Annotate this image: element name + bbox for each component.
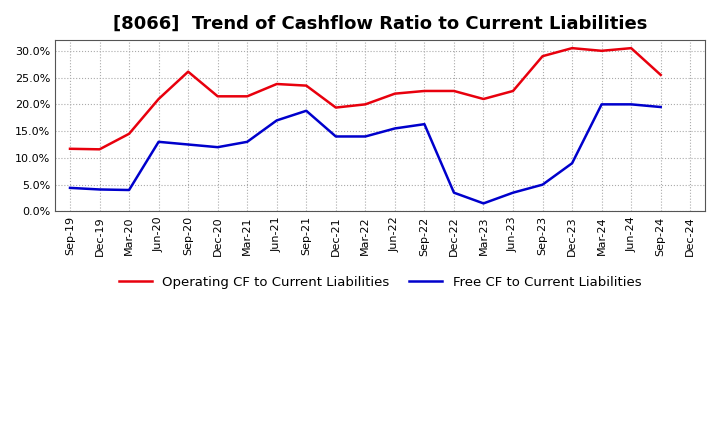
Free CF to Current Liabilities [95,187,104,192]
Free CF to Current Liabilities [598,102,606,107]
Free CF to Current Liabilities [154,139,163,144]
Free CF to Current Liabilities [361,134,369,139]
Operating CF to Current Liabilities [66,146,74,151]
Operating CF to Current Liabilities [480,96,488,102]
Operating CF to Current Liabilities [125,131,133,136]
Operating CF to Current Liabilities [361,102,369,107]
Free CF to Current Liabilities [125,187,133,193]
Free CF to Current Liabilities [568,161,577,166]
Operating CF to Current Liabilities [331,105,340,110]
Free CF to Current Liabilities [302,108,310,114]
Free CF to Current Liabilities [272,118,281,123]
Free CF to Current Liabilities [331,134,340,139]
Operating CF to Current Liabilities [420,88,428,94]
Operating CF to Current Liabilities [95,147,104,152]
Free CF to Current Liabilities [390,126,399,131]
Operating CF to Current Liabilities [302,83,310,88]
Free CF to Current Liabilities [213,144,222,150]
Free CF to Current Liabilities [509,190,518,195]
Free CF to Current Liabilities [627,102,636,107]
Operating CF to Current Liabilities [539,54,547,59]
Operating CF to Current Liabilities [390,91,399,96]
Free CF to Current Liabilities [657,104,665,110]
Operating CF to Current Liabilities [627,45,636,51]
Operating CF to Current Liabilities [568,45,577,51]
Legend: Operating CF to Current Liabilities, Free CF to Current Liabilities: Operating CF to Current Liabilities, Fre… [114,270,647,294]
Free CF to Current Liabilities [243,139,251,144]
Free CF to Current Liabilities [420,121,428,127]
Free CF to Current Liabilities [449,190,458,195]
Free CF to Current Liabilities [66,185,74,191]
Line: Operating CF to Current Liabilities: Operating CF to Current Liabilities [70,48,661,149]
Operating CF to Current Liabilities [184,69,192,74]
Operating CF to Current Liabilities [272,81,281,87]
Operating CF to Current Liabilities [449,88,458,94]
Free CF to Current Liabilities [539,182,547,187]
Operating CF to Current Liabilities [598,48,606,53]
Line: Free CF to Current Liabilities: Free CF to Current Liabilities [70,104,661,203]
Free CF to Current Liabilities [184,142,192,147]
Operating CF to Current Liabilities [509,88,518,94]
Operating CF to Current Liabilities [213,94,222,99]
Operating CF to Current Liabilities [154,96,163,102]
Operating CF to Current Liabilities [243,94,251,99]
Free CF to Current Liabilities [480,201,488,206]
Title: [8066]  Trend of Cashflow Ratio to Current Liabilities: [8066] Trend of Cashflow Ratio to Curren… [113,15,647,33]
Operating CF to Current Liabilities [657,72,665,77]
